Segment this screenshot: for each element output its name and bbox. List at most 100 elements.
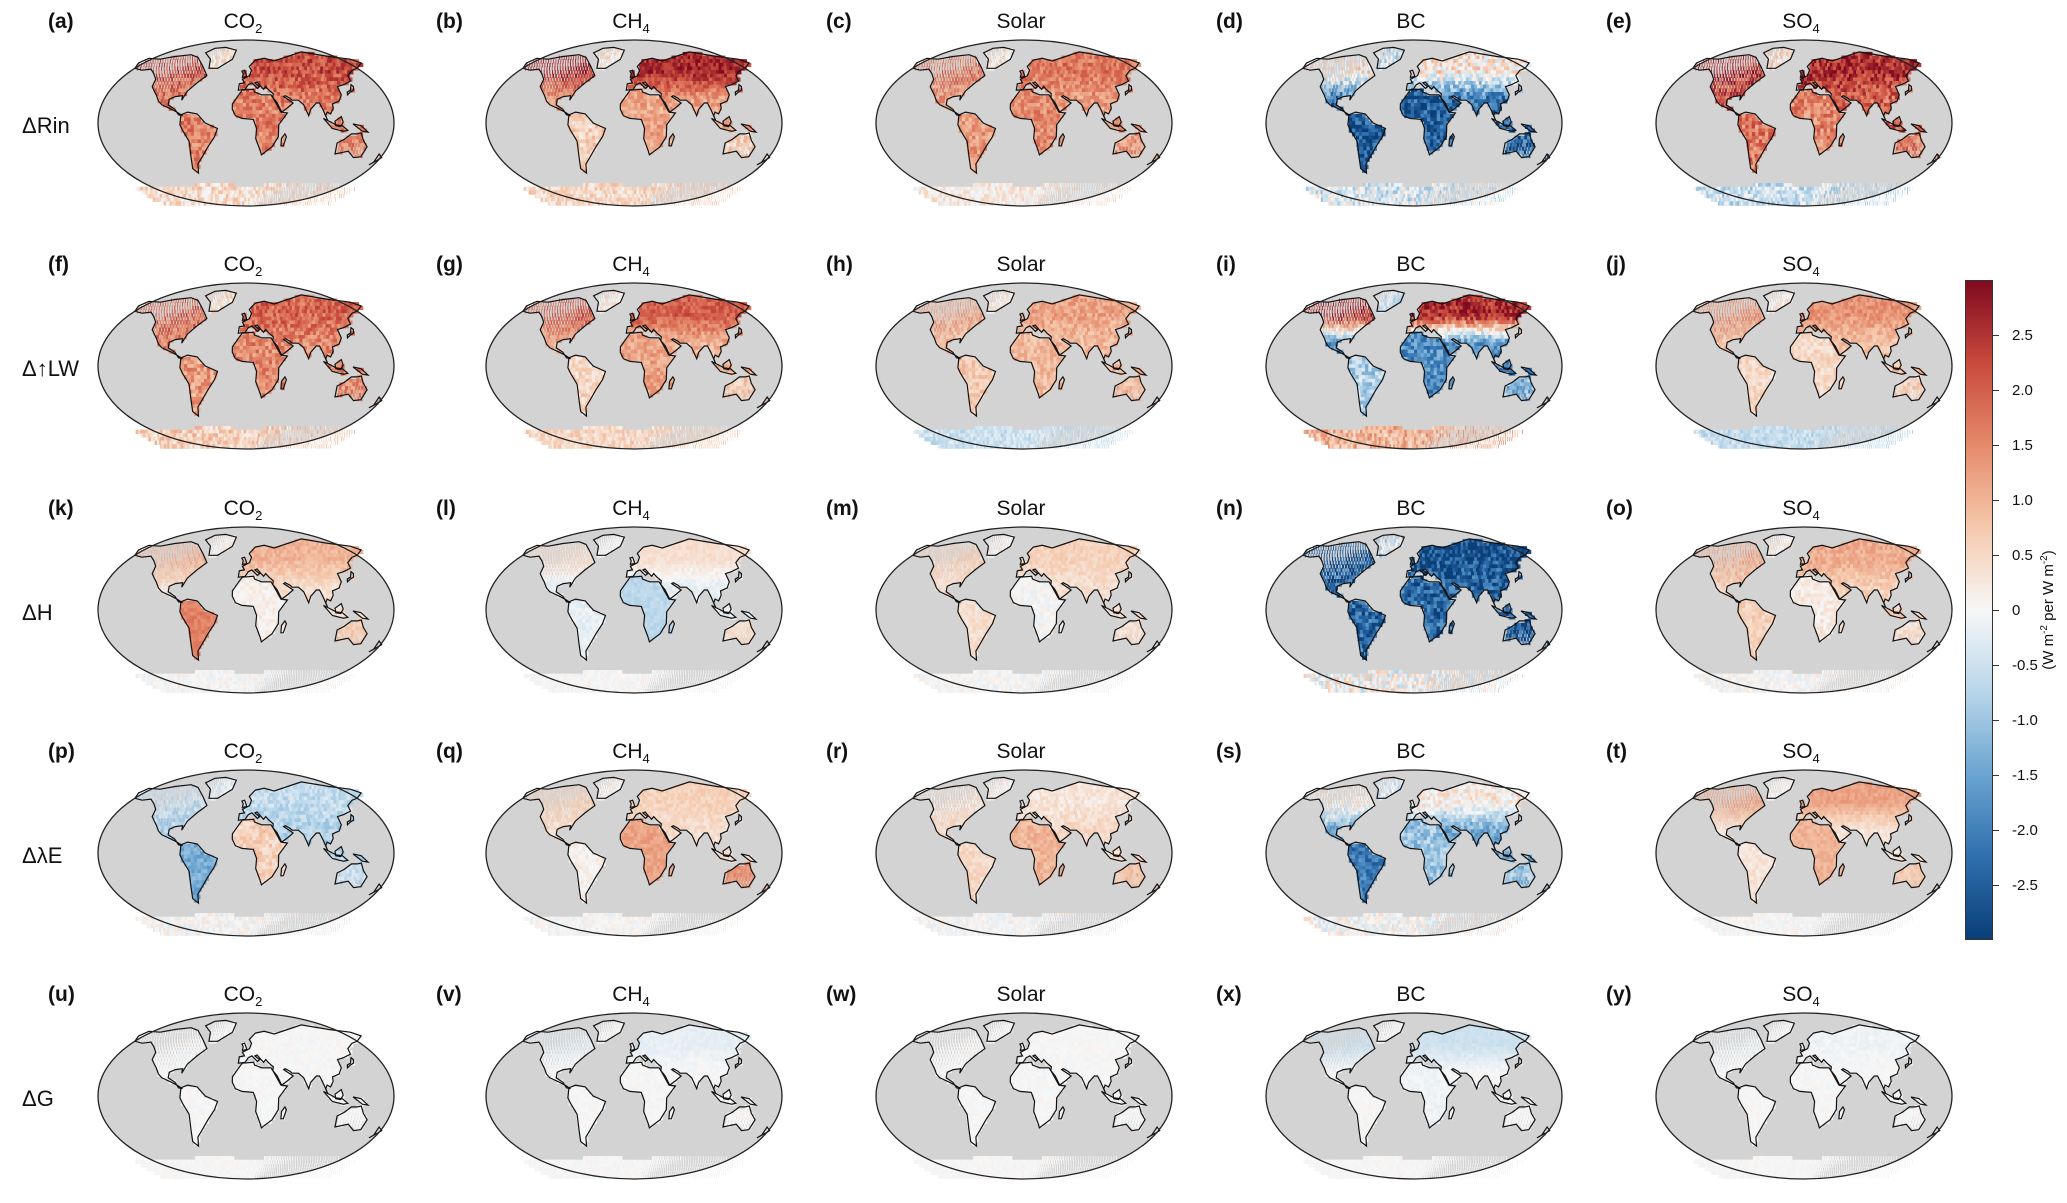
map-panel: (n) BC xyxy=(1216,497,1606,717)
coastlines xyxy=(1301,1019,1551,1148)
land-field xyxy=(135,291,381,449)
panel-title: Solar xyxy=(826,983,1216,1009)
panel-title: Solar xyxy=(826,740,1216,766)
panel-letter: (r) xyxy=(826,740,848,764)
map-panel: (i) BC xyxy=(1216,253,1606,473)
coastlines xyxy=(133,776,383,905)
colorbar-tick xyxy=(1993,500,1999,501)
coastlines xyxy=(521,289,771,418)
map-border xyxy=(875,39,1173,207)
panel-title: SO4 xyxy=(1606,10,1996,36)
colorbar-tick xyxy=(1993,775,1999,776)
colorbar-tick xyxy=(1993,885,1999,886)
world-map xyxy=(485,282,783,450)
world-map xyxy=(1655,526,1953,694)
land-field xyxy=(1693,48,1939,206)
map-panel: (g) CH4 xyxy=(436,253,826,473)
panel-letter: (t) xyxy=(1606,740,1627,764)
map-border xyxy=(1265,282,1563,450)
map-panel: (d) BC xyxy=(1216,10,1606,230)
colorbar-tick-label: 0 xyxy=(2012,603,2020,618)
world-map xyxy=(97,39,395,207)
colorbar-tick-label: 2.5 xyxy=(2012,328,2033,343)
world-map xyxy=(97,282,395,450)
world-map xyxy=(485,526,783,694)
world-map xyxy=(1655,1012,1953,1180)
colorbar-label: (W m-2 per W m-2) xyxy=(2039,550,2057,669)
panel-title: CO2 xyxy=(48,497,438,523)
map-border xyxy=(485,1012,783,1180)
map-border xyxy=(1265,526,1563,694)
coastlines xyxy=(521,1019,771,1148)
land-field xyxy=(1303,535,1549,693)
map-panel: (r) Solar xyxy=(826,740,1216,960)
colorbar-tick xyxy=(1993,335,1999,336)
map-panel: (w) Solar xyxy=(826,983,1216,1203)
map-border xyxy=(1265,769,1563,937)
map-panel: (k) CO2 xyxy=(48,497,438,717)
map-panel: (m) Solar xyxy=(826,497,1216,717)
map-border xyxy=(1655,1012,1953,1180)
map-border xyxy=(97,526,395,694)
world-map xyxy=(1265,526,1563,694)
colorbar-tick-label: -1.5 xyxy=(2012,768,2038,783)
map-border xyxy=(875,1012,1173,1180)
row-label: ΔH xyxy=(22,600,102,626)
colorbar-tick xyxy=(1993,830,1999,831)
coastlines xyxy=(1691,533,1941,662)
map-panel: (u) CO2 xyxy=(48,983,438,1203)
coastlines xyxy=(1301,533,1551,662)
map-border xyxy=(1265,1012,1563,1180)
world-map xyxy=(485,39,783,207)
panel-letter: (g) xyxy=(436,253,463,277)
panel-title: BC xyxy=(1216,497,1606,523)
panel-letter: (e) xyxy=(1606,10,1632,34)
map-panel: (f) CO2 xyxy=(48,253,438,473)
colorbar-tick-label: 1.5 xyxy=(2012,438,2033,453)
panel-title: SO4 xyxy=(1606,740,1996,766)
panel-title: Solar xyxy=(826,253,1216,279)
map-panel: (c) Solar xyxy=(826,10,1216,230)
coastlines xyxy=(911,289,1161,418)
map-border xyxy=(485,526,783,694)
land-field xyxy=(1303,778,1549,936)
land-field xyxy=(1303,1021,1549,1179)
world-map xyxy=(1655,282,1953,450)
panel-title: BC xyxy=(1216,740,1606,766)
colorbar-tick-label: 1.0 xyxy=(2012,493,2033,508)
panel-letter: (x) xyxy=(1216,983,1242,1007)
map-border xyxy=(1655,769,1953,937)
map-panel: (e) SO4 xyxy=(1606,10,1996,230)
colorbar-tick-label: -2.5 xyxy=(2012,878,2038,893)
map-border xyxy=(1655,39,1953,207)
colorbar-tick xyxy=(1993,665,1999,666)
world-map xyxy=(97,526,395,694)
panel-title: CH4 xyxy=(436,983,826,1009)
map-panel: (v) CH4 xyxy=(436,983,826,1203)
colorbar-tick-label: -2.0 xyxy=(2012,823,2038,838)
panel-letter: (c) xyxy=(826,10,852,34)
panel-title: CH4 xyxy=(436,740,826,766)
map-panel: (p) CO2 xyxy=(48,740,438,960)
land-field xyxy=(135,1021,381,1179)
panel-letter: (p) xyxy=(48,740,75,764)
world-map xyxy=(97,1012,395,1180)
world-map xyxy=(97,769,395,937)
panel-letter: (h) xyxy=(826,253,853,277)
map-border xyxy=(485,39,783,207)
map-border xyxy=(1265,39,1563,207)
map-panel: (j) SO4 xyxy=(1606,253,1996,473)
panel-title: Solar xyxy=(826,10,1216,36)
panel-title: SO4 xyxy=(1606,983,1996,1009)
coastlines xyxy=(911,776,1161,905)
map-panel: (l) CH4 xyxy=(436,497,826,717)
world-map xyxy=(1655,769,1953,937)
panel-letter: (j) xyxy=(1606,253,1626,277)
panel-letter: (b) xyxy=(436,10,463,34)
panel-title: CH4 xyxy=(436,497,826,523)
map-panel: (x) BC xyxy=(1216,983,1606,1203)
panel-title: Solar xyxy=(826,497,1216,523)
land-field xyxy=(1693,778,1939,936)
map-panel: (t) SO4 xyxy=(1606,740,1996,960)
panel-letter: (a) xyxy=(48,10,74,34)
